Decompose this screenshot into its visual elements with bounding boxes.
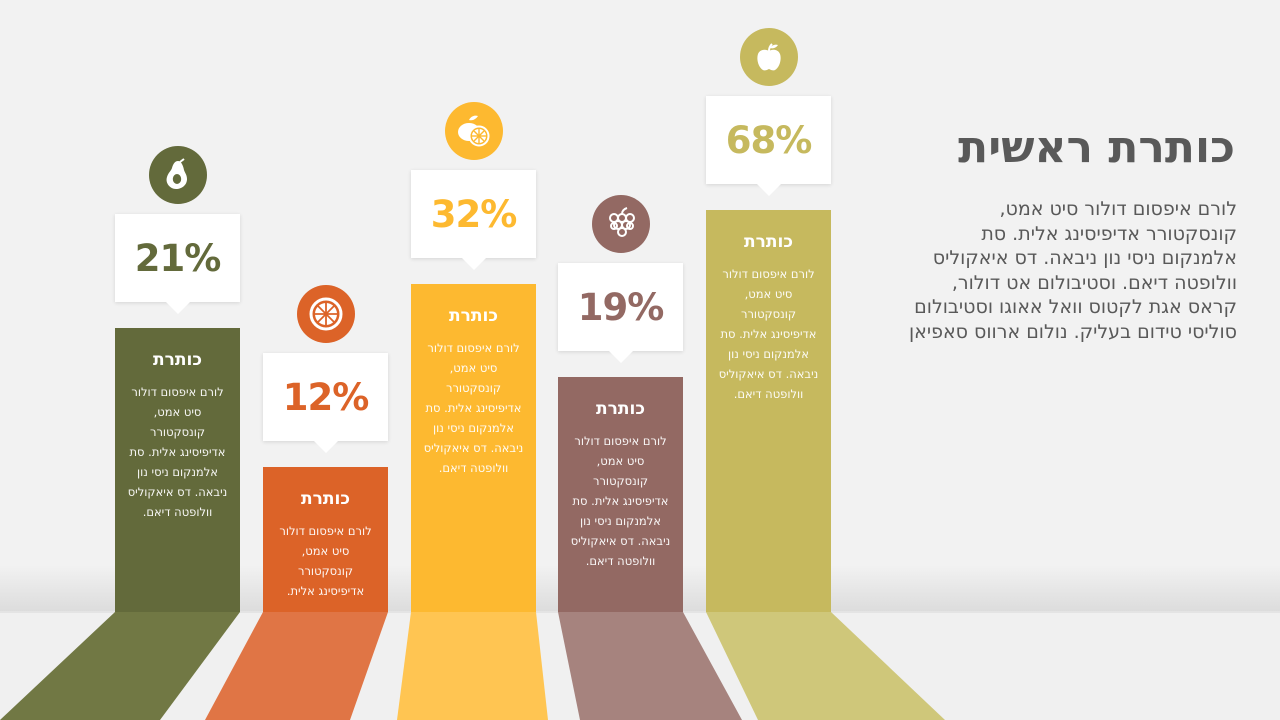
- bar-floor-reflection: [558, 612, 742, 720]
- bar: כותרת לורם איפסום דולור סיט אמט, קונסקטור…: [263, 467, 388, 612]
- value-callout: 19%: [558, 263, 683, 363]
- orange-slice-icon: [296, 285, 355, 343]
- bar-floor-reflection: [205, 612, 388, 720]
- bar-title: כותרת: [153, 350, 202, 370]
- main-title: כותרת ראשית: [958, 122, 1235, 173]
- data-label: 21%: [134, 236, 222, 280]
- bar-title: כותרת: [449, 306, 498, 326]
- value-callout: 21%: [115, 214, 240, 314]
- data-label: 12%: [282, 375, 370, 419]
- floor-reflections: [0, 612, 945, 720]
- lemon-icon: [444, 102, 503, 160]
- bar-description: לורם איפסום דולור סיט אמט, קונסקטורר אדי…: [423, 341, 524, 475]
- bar-title: כותרת: [301, 489, 350, 509]
- data-label: 68%: [725, 118, 813, 162]
- bar-floor-reflection: [706, 612, 945, 720]
- bar-floor-reflection: [0, 612, 240, 720]
- main-body-text: לורם איפסום דולור סיט אמט, קונסקטורר אדי…: [908, 198, 1237, 343]
- bar: כותרת לורם איפסום דולור סיט אמט, קונסקטור…: [115, 328, 240, 612]
- bar-title: כותרת: [744, 232, 793, 252]
- bar: כותרת לורם איפסום דולור סיט אמט, קונסקטור…: [706, 210, 831, 612]
- bar-description: לורם איפסום דולור סיט אמט, קונסקטורר אדי…: [570, 434, 671, 568]
- bar: כותרת לורם איפסום דולור סיט אמט, קונסקטור…: [411, 284, 536, 612]
- apple-icon: [739, 28, 798, 86]
- bar: כותרת לורם איפסום דולור סיט אמט, קונסקטור…: [558, 377, 683, 612]
- bar-description: לורם איפסום דולור סיט אמט, קונסקטורר אדי…: [279, 524, 372, 598]
- bar-description: לורם איפסום דולור סיט אמט, קונסקטורר אדי…: [718, 267, 819, 401]
- grapes-icon: [591, 195, 650, 253]
- data-label: 32%: [430, 192, 518, 236]
- bar-title: כותרת: [596, 399, 645, 419]
- value-callout: 68%: [706, 96, 831, 196]
- bar-description: לורם איפסום דולור סיט אמט, קונסקטורר אדי…: [127, 385, 228, 519]
- bar-floor-reflection: [397, 612, 548, 720]
- data-label: 19%: [577, 285, 665, 329]
- value-callout: 32%: [411, 170, 536, 270]
- value-callout: 12%: [263, 353, 388, 453]
- avocado-icon: [148, 146, 207, 204]
